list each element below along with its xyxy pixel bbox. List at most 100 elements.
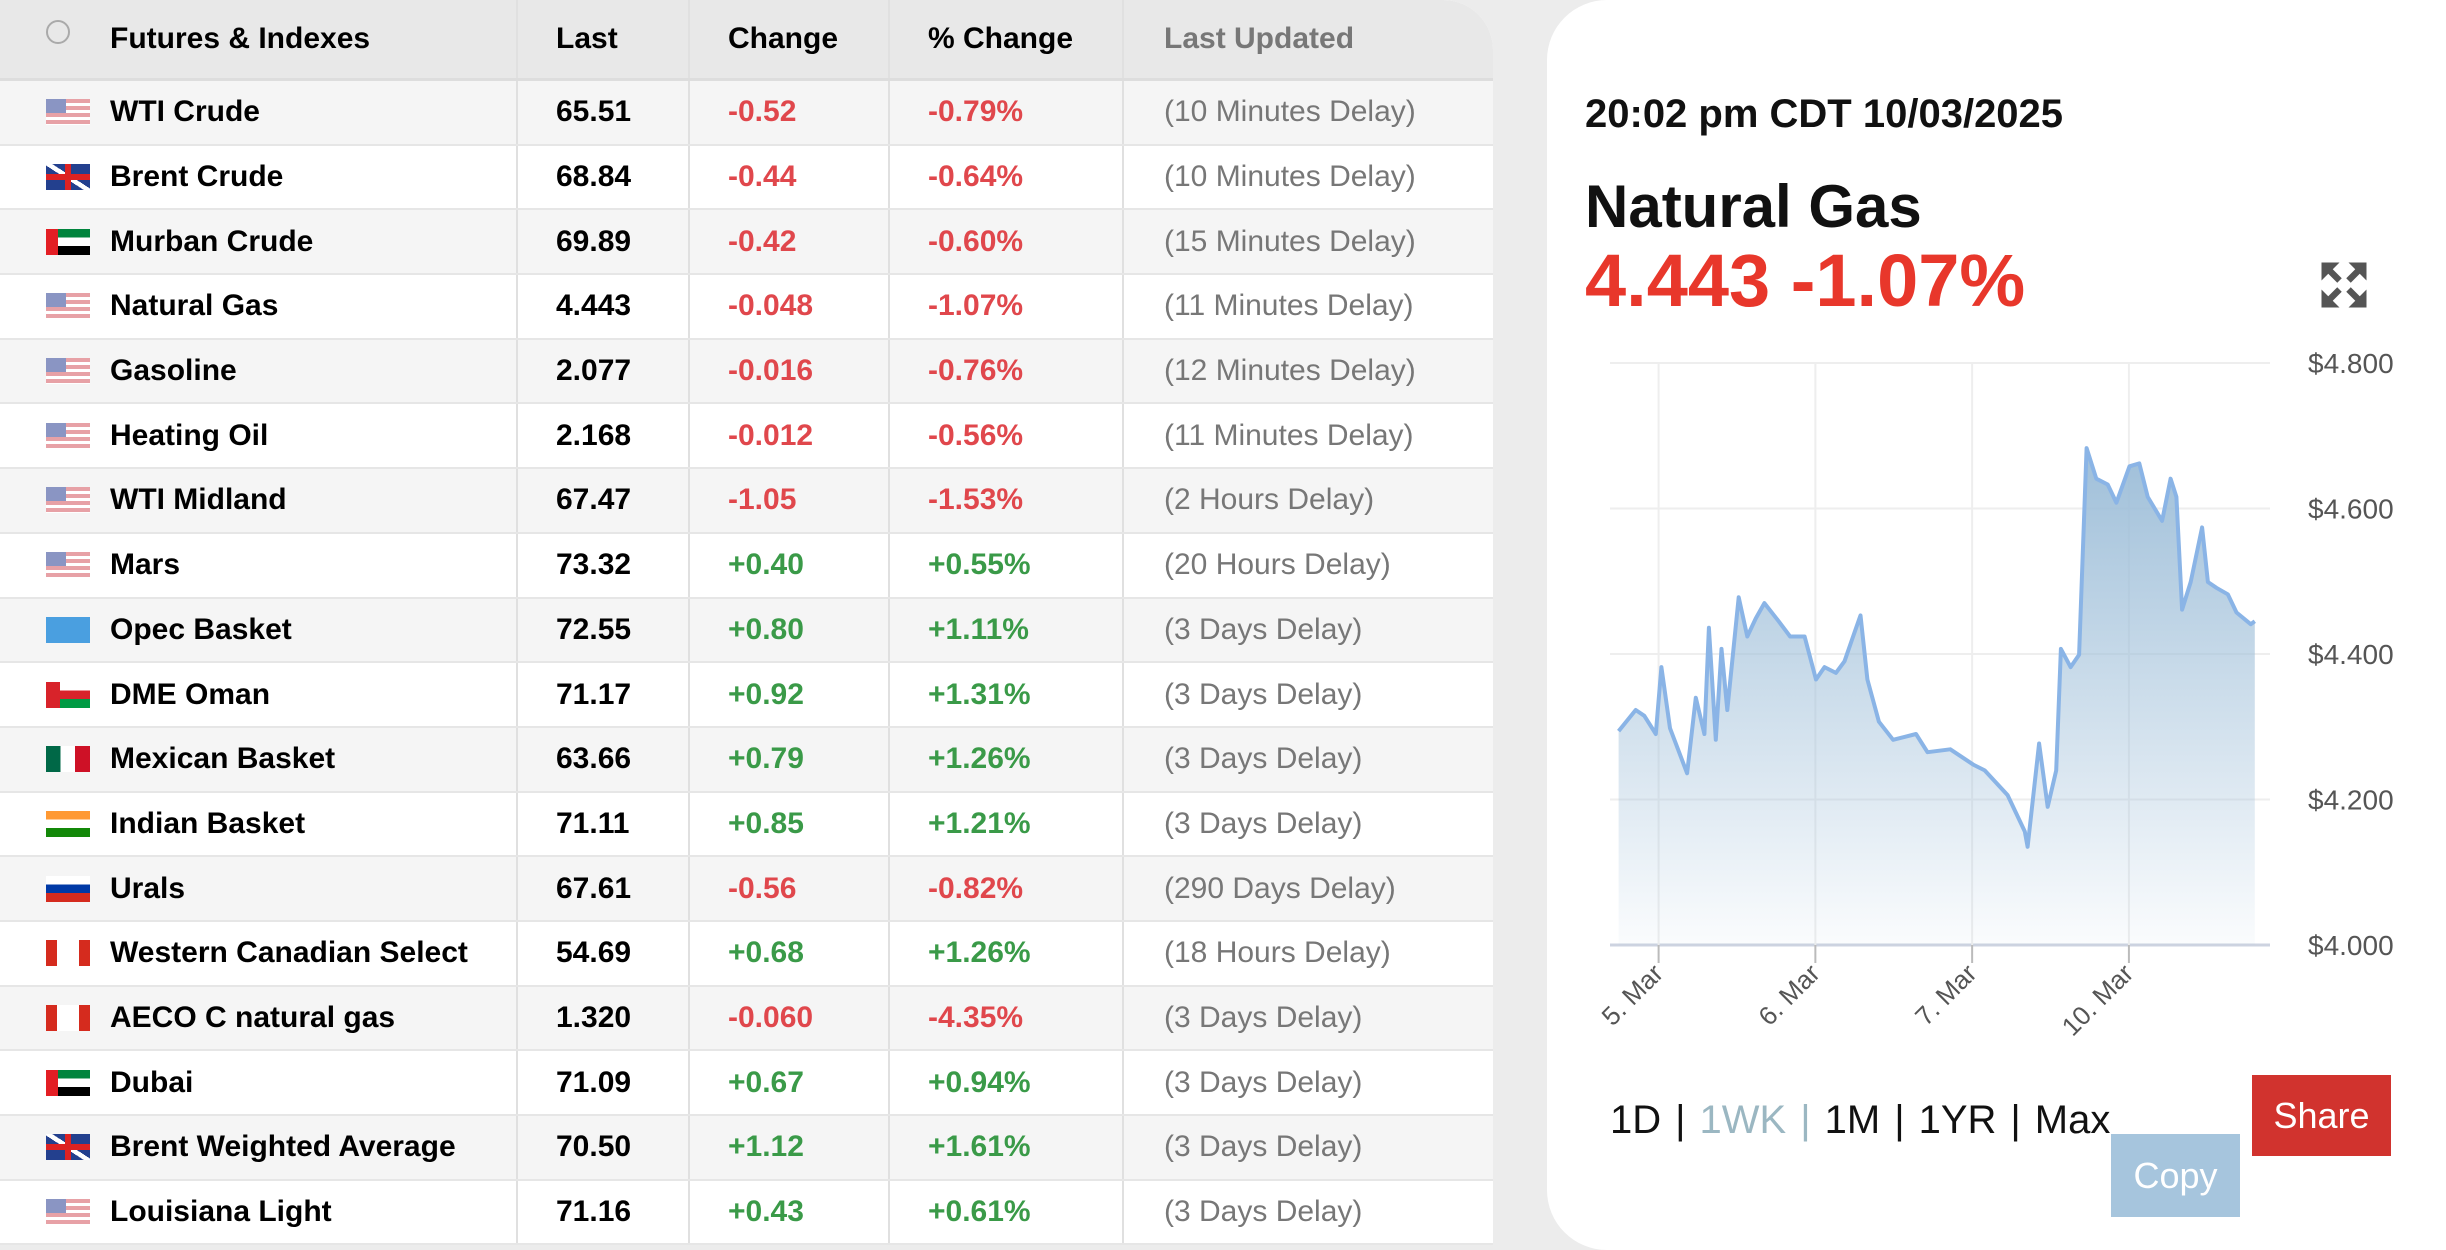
last-updated: (3 Days Delay) (1164, 1065, 1363, 1099)
table-row[interactable]: AECO C natural gas 1.320 -0.060 -4.35% (… (0, 986, 1493, 1052)
range-1wk[interactable]: 1WK (1699, 1098, 1787, 1142)
last-updated: (3 Days Delay) (1164, 806, 1363, 840)
range-1m[interactable]: 1M (1824, 1098, 1881, 1142)
change-value: -0.060 (728, 1000, 814, 1034)
range-1d[interactable]: 1D (1610, 1098, 1662, 1142)
instrument-name[interactable]: Opec Basket (110, 612, 292, 646)
change-value: -0.52 (728, 95, 797, 129)
table-row[interactable]: Heating Oil 2.168 -0.012 -0.56% (11 Minu… (0, 404, 1493, 470)
expand-icon[interactable] (2317, 258, 2371, 312)
x-tick-label: 6. Mar (1752, 958, 1826, 1032)
last-updated: (3 Days Delay) (1164, 612, 1363, 646)
pct-change-value: -0.60% (928, 224, 1024, 258)
last-price: 1.320 (556, 1000, 632, 1034)
table-row[interactable]: Mars 73.32 +0.40 +0.55% (20 Hours Delay) (0, 533, 1493, 599)
change-value: +0.40 (728, 548, 804, 582)
table-row[interactable]: Brent Weighted Average 70.50 +1.12 +1.61… (0, 1116, 1493, 1181)
table-row[interactable]: WTI Crude 65.51 -0.52 -0.79% (10 Minutes… (0, 81, 1493, 146)
change-value: +0.67 (728, 1065, 804, 1099)
pct-change-value: -0.76% (928, 354, 1024, 388)
y-tick-label: $4.200 (2308, 785, 2394, 816)
futures-table: Futures & Indexes Last Change % Change L… (0, 0, 1493, 1245)
copy-button[interactable]: Copy (2111, 1134, 2240, 1217)
change-value: +0.79 (728, 742, 804, 776)
header-pct-change[interactable]: % Change (928, 22, 1074, 55)
pct-change-value: +1.61% (928, 1130, 1031, 1164)
timestamp: 20:02 pm CDT 10/03/2025 (1585, 92, 2064, 136)
header-change[interactable]: Change (728, 22, 839, 55)
table-row[interactable]: Louisiana Light 71.16 +0.43 +0.61% (3 Da… (0, 1180, 1493, 1246)
table-row[interactable]: Murban Crude 69.89 -0.42 -0.60% (15 Minu… (0, 210, 1493, 276)
flag-mx-icon (46, 746, 90, 773)
pct-change-value: -0.64% (928, 160, 1024, 194)
table-row[interactable]: DME Oman 71.17 +0.92 +1.31% (3 Days Dela… (0, 663, 1493, 728)
header-name[interactable]: Futures & Indexes (110, 22, 371, 55)
pct-change-value: +1.31% (928, 677, 1031, 711)
instrument-name[interactable]: WTI Midland (110, 483, 287, 517)
instrument-name[interactable]: Heating Oil (110, 418, 269, 452)
range-separator: | (2010, 1098, 2021, 1142)
header-last[interactable]: Last (556, 22, 618, 55)
range-max[interactable]: Max (2034, 1098, 2111, 1142)
pct-change-value: -1.07% (928, 289, 1024, 323)
table-row[interactable]: Gasoline 2.077 -0.016 -0.76% (12 Minutes… (0, 339, 1493, 405)
change-value: +0.92 (728, 677, 804, 711)
instrument-name[interactable]: WTI Crude (110, 95, 260, 129)
pct-change-value: -0.79% (928, 95, 1024, 129)
table-row[interactable]: Urals 67.61 -0.56 -0.82% (290 Days Delay… (0, 857, 1493, 922)
instrument-name[interactable]: Mars (110, 548, 181, 582)
change-value: -0.44 (728, 160, 797, 194)
table-row[interactable]: Opec Basket 72.55 +0.80 +1.11% (3 Days D… (0, 598, 1493, 664)
instrument-name[interactable]: Dubai (110, 1065, 194, 1099)
change-value: +0.80 (728, 612, 804, 646)
last-price: 70.50 (556, 1130, 632, 1164)
flag-uk-icon (46, 1134, 90, 1161)
instrument-name[interactable]: AECO C natural gas (110, 1000, 396, 1034)
last-updated: (10 Minutes Delay) (1164, 160, 1416, 194)
instrument-name[interactable]: Brent Weighted Average (110, 1130, 456, 1164)
y-tick-label: $4.800 (2308, 348, 2394, 379)
range-separator: | (1894, 1098, 1905, 1142)
last-updated: (3 Days Delay) (1164, 742, 1363, 776)
last-price: 54.69 (556, 936, 632, 970)
table-row[interactable]: WTI Midland 67.47 -1.05 -1.53% (2 Hours … (0, 469, 1493, 534)
instrument-name[interactable]: Natural Gas (110, 289, 279, 323)
instrument-name[interactable]: Brent Crude (110, 160, 284, 194)
last-updated: (11 Minutes Delay) (1164, 418, 1414, 452)
pct-change-value: +1.11% (928, 612, 1029, 646)
instrument-name[interactable]: Western Canadian Select (110, 936, 468, 970)
share-button[interactable]: Share (2252, 1075, 2391, 1156)
flag-us-icon (46, 487, 90, 514)
change-value: +0.43 (728, 1195, 804, 1229)
price-chart[interactable]: $4.000 $4.200 $4.400 $4.600 $4.800 5. Mar 6. M… (1547, 0, 2446, 1060)
instrument-name[interactable]: Louisiana Light (110, 1195, 332, 1229)
last-price: 69.89 (556, 224, 632, 258)
pct-change-value: -0.56% (928, 418, 1024, 452)
instrument-name[interactable]: Urals (110, 871, 186, 905)
flag-om-icon (46, 681, 90, 708)
last-updated: (15 Minutes Delay) (1164, 224, 1416, 258)
table-row[interactable]: Natural Gas 4.443 -0.048 -1.07% (11 Minu… (0, 275, 1493, 340)
x-tick-label: 10. Mar (2056, 958, 2140, 1042)
range-1yr[interactable]: 1YR (1918, 1098, 1997, 1142)
table-row[interactable]: Indian Basket 71.11 +0.85 +1.21% (3 Days… (0, 792, 1493, 858)
price-change: 4.443 -1.07% (1585, 239, 2026, 322)
last-price: 2.077 (556, 354, 632, 388)
last-price: 2.168 (556, 418, 632, 452)
pct-change-value: +0.55% (928, 548, 1031, 582)
instrument-name[interactable]: Gasoline (110, 354, 237, 388)
table-row[interactable]: Mexican Basket 63.66 +0.79 +1.26% (3 Day… (0, 727, 1493, 793)
table-row[interactable]: Western Canadian Select 54.69 +0.68 +1.2… (0, 921, 1493, 987)
table-row[interactable]: Brent Crude 68.84 -0.44 -0.64% (10 Minut… (0, 145, 1493, 211)
range-selector: 1D | 1WK | 1M | 1YR | Max (1610, 1098, 2110, 1143)
instrument-name[interactable]: DME Oman (110, 677, 271, 711)
table-header: Futures & Indexes Last Change % Change L… (0, 0, 1493, 81)
flag-in-icon (46, 810, 90, 837)
instrument-name[interactable]: Mexican Basket (110, 742, 336, 776)
instrument-name[interactable]: Indian Basket (110, 806, 306, 840)
last-updated: (18 Hours Delay) (1164, 936, 1391, 970)
last-price: 63.66 (556, 742, 632, 776)
table-row[interactable]: Dubai 71.09 +0.67 +0.94% (3 Days Delay) (0, 1051, 1493, 1116)
instrument-name[interactable]: Murban Crude (110, 224, 314, 258)
last-price: 71.16 (556, 1195, 632, 1229)
